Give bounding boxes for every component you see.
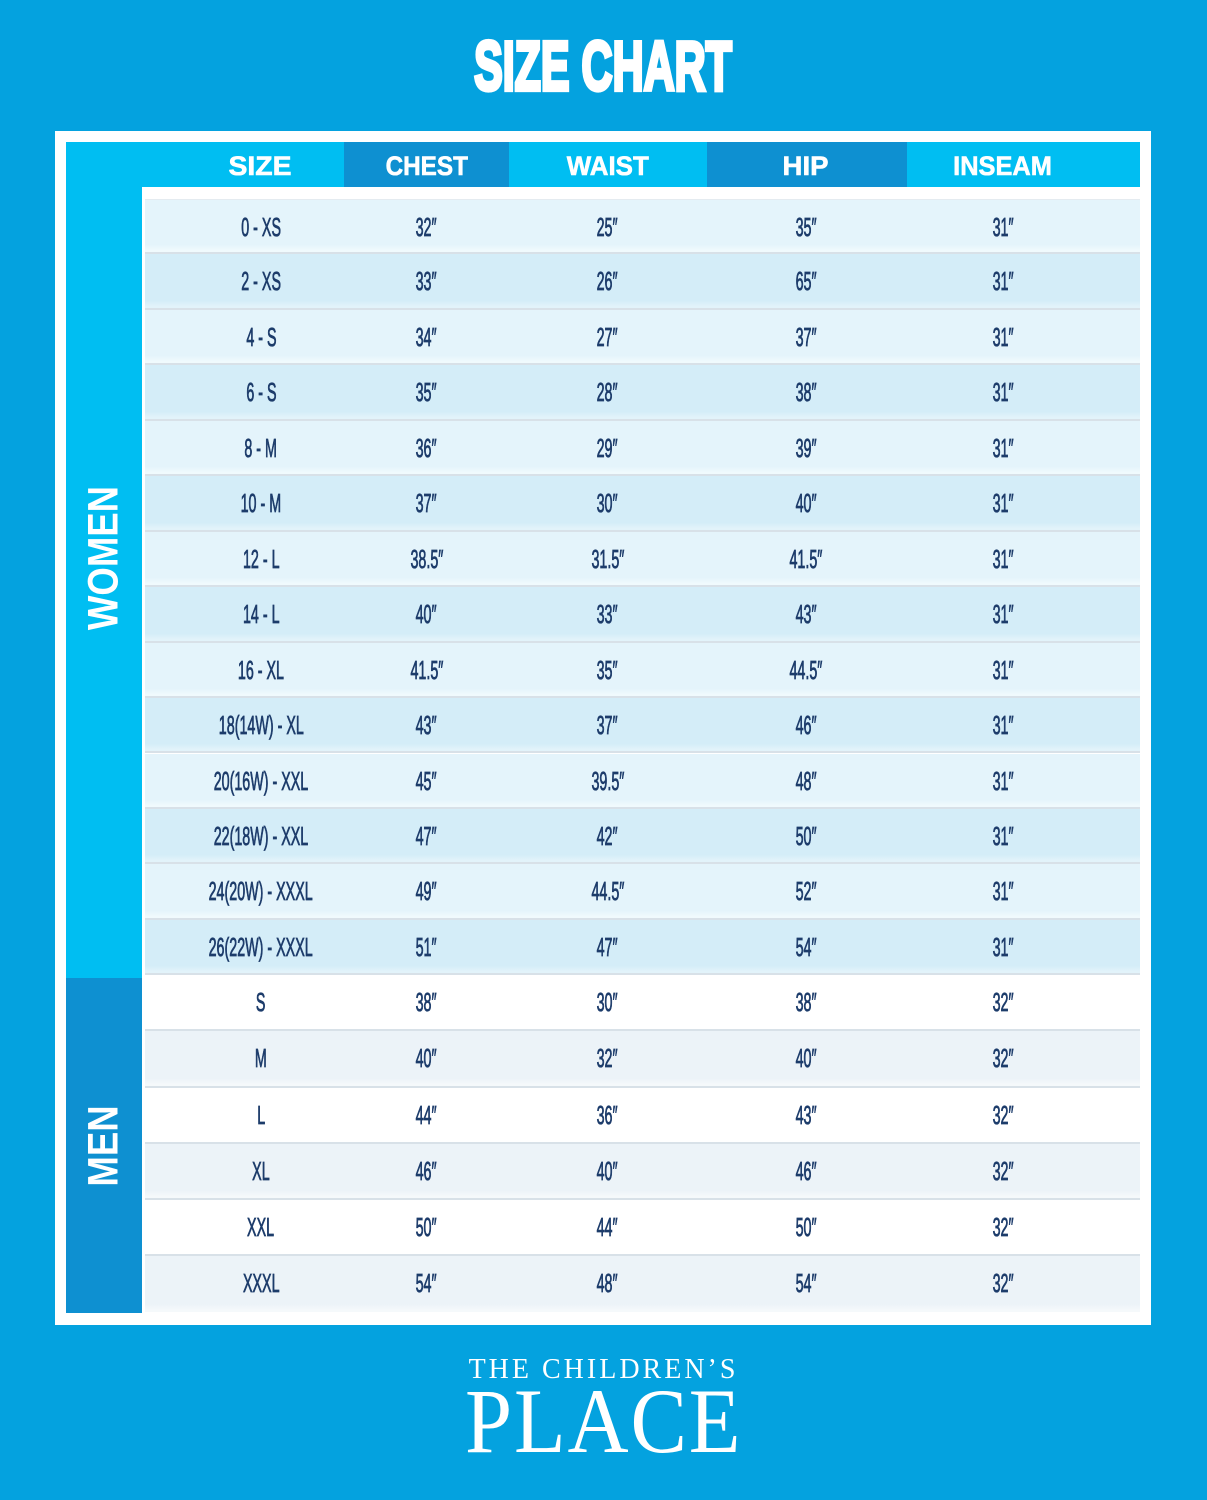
svg-text:SIZE CHART: SIZE CHART [474, 27, 732, 105]
